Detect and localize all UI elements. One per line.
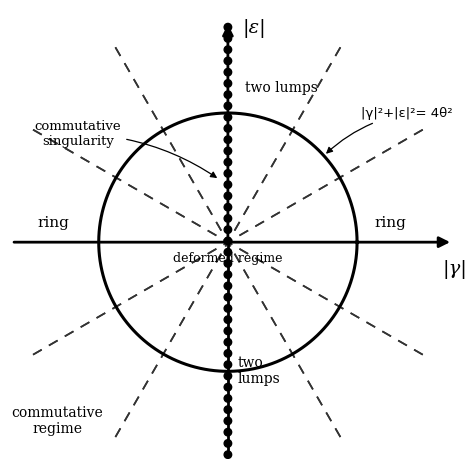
Circle shape	[224, 395, 232, 402]
Circle shape	[224, 23, 232, 31]
Text: ring: ring	[37, 216, 69, 229]
Circle shape	[224, 383, 232, 391]
Circle shape	[224, 451, 232, 458]
Circle shape	[224, 248, 232, 256]
Circle shape	[224, 181, 232, 188]
Circle shape	[224, 159, 232, 166]
Text: ring: ring	[374, 216, 406, 229]
Circle shape	[224, 316, 232, 323]
Circle shape	[224, 271, 232, 278]
Circle shape	[224, 125, 232, 132]
Circle shape	[224, 69, 232, 76]
Circle shape	[224, 237, 232, 245]
Circle shape	[224, 102, 232, 109]
Text: commutative
regime: commutative regime	[11, 406, 103, 436]
Circle shape	[224, 350, 232, 357]
Circle shape	[224, 113, 232, 121]
Circle shape	[224, 440, 232, 447]
Circle shape	[224, 147, 232, 155]
Circle shape	[224, 192, 232, 199]
Circle shape	[224, 226, 232, 233]
Text: |γ|: |γ|	[442, 260, 467, 279]
Circle shape	[224, 327, 232, 335]
Circle shape	[224, 215, 232, 222]
Circle shape	[224, 282, 232, 290]
Circle shape	[224, 169, 232, 177]
Circle shape	[224, 417, 232, 425]
Circle shape	[224, 293, 232, 301]
Text: two
lumps: two lumps	[238, 356, 281, 387]
Circle shape	[224, 57, 232, 65]
Circle shape	[224, 35, 232, 42]
Circle shape	[224, 203, 232, 211]
Text: commutative
singularity: commutative singularity	[35, 120, 216, 178]
Circle shape	[224, 305, 232, 312]
Circle shape	[224, 46, 232, 53]
Circle shape	[224, 91, 232, 99]
Text: |γ|²+|ε|²= 4θ²: |γ|²+|ε|²= 4θ²	[327, 107, 453, 153]
Circle shape	[224, 406, 232, 414]
Text: deformed regime: deformed regime	[173, 252, 283, 265]
Text: |ε|: |ε|	[243, 19, 267, 38]
Circle shape	[224, 260, 232, 267]
Circle shape	[224, 372, 232, 380]
Circle shape	[224, 136, 232, 143]
Circle shape	[224, 338, 232, 346]
Circle shape	[224, 79, 232, 87]
Circle shape	[224, 428, 232, 436]
Text: two lumps: two lumps	[245, 81, 318, 95]
Circle shape	[224, 361, 232, 368]
